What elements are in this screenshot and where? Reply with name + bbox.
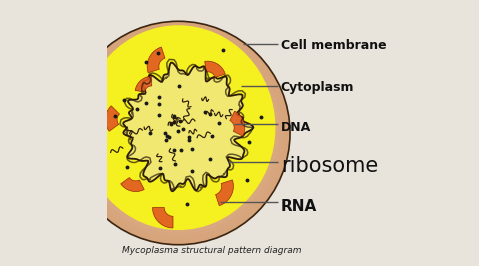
Text: Cytoplasm: Cytoplasm <box>281 81 354 94</box>
Ellipse shape <box>137 92 219 174</box>
Ellipse shape <box>78 32 279 234</box>
Text: DNA: DNA <box>281 121 311 134</box>
Ellipse shape <box>126 81 230 185</box>
Ellipse shape <box>115 70 241 196</box>
Polygon shape <box>147 47 165 73</box>
Ellipse shape <box>81 25 275 230</box>
Ellipse shape <box>108 62 249 204</box>
Text: ribosome: ribosome <box>281 156 378 176</box>
Polygon shape <box>216 180 233 206</box>
Ellipse shape <box>85 40 272 226</box>
Ellipse shape <box>111 66 245 200</box>
Ellipse shape <box>67 21 290 245</box>
Ellipse shape <box>167 122 190 144</box>
Ellipse shape <box>163 118 193 148</box>
Polygon shape <box>135 76 152 92</box>
Ellipse shape <box>96 51 260 215</box>
Polygon shape <box>123 63 253 191</box>
Polygon shape <box>205 61 225 77</box>
Ellipse shape <box>74 29 283 237</box>
Ellipse shape <box>145 99 212 167</box>
Text: Cell membrane: Cell membrane <box>281 39 387 52</box>
Text: Mycoplasma structural pattern diagram: Mycoplasma structural pattern diagram <box>123 246 302 255</box>
Ellipse shape <box>104 59 253 207</box>
Polygon shape <box>152 207 173 228</box>
Ellipse shape <box>160 114 197 152</box>
Ellipse shape <box>171 126 186 140</box>
Polygon shape <box>105 106 119 131</box>
Ellipse shape <box>141 96 216 170</box>
Polygon shape <box>230 111 245 136</box>
Ellipse shape <box>100 55 257 211</box>
Ellipse shape <box>148 103 208 163</box>
Ellipse shape <box>70 25 286 241</box>
Ellipse shape <box>156 111 201 155</box>
Ellipse shape <box>119 73 238 193</box>
Ellipse shape <box>81 36 275 230</box>
Ellipse shape <box>175 129 182 137</box>
Ellipse shape <box>89 44 268 222</box>
Ellipse shape <box>152 107 205 159</box>
Text: RNA: RNA <box>281 199 317 214</box>
Ellipse shape <box>134 88 223 178</box>
Ellipse shape <box>92 47 264 219</box>
Ellipse shape <box>123 77 234 189</box>
Polygon shape <box>121 178 144 192</box>
Ellipse shape <box>130 85 227 181</box>
